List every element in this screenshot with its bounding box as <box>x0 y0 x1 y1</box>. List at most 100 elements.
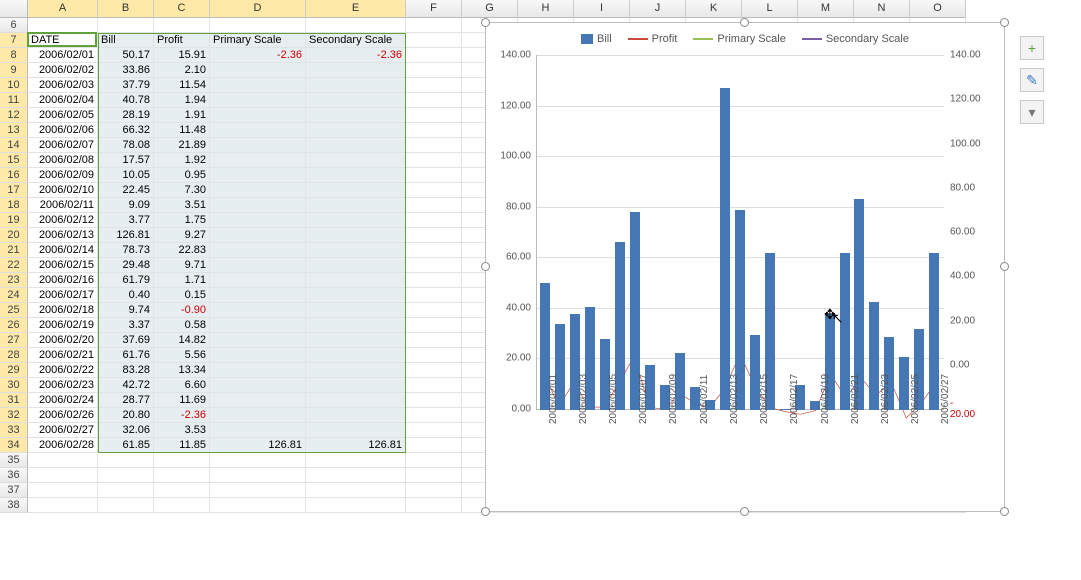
cell[interactable]: 33.86 <box>98 63 154 78</box>
cell[interactable]: DATE <box>28 33 98 48</box>
cell[interactable] <box>98 498 154 513</box>
cell[interactable]: 2006/02/08 <box>28 153 98 168</box>
cell[interactable] <box>406 198 462 213</box>
cell[interactable]: 2006/02/16 <box>28 273 98 288</box>
cell[interactable]: 2006/02/24 <box>28 393 98 408</box>
cell[interactable] <box>210 453 306 468</box>
cell[interactable] <box>306 393 406 408</box>
cell[interactable] <box>306 228 406 243</box>
column-header[interactable]: L <box>742 0 798 18</box>
cell[interactable] <box>306 213 406 228</box>
cell[interactable]: 61.85 <box>98 438 154 453</box>
cell[interactable] <box>306 348 406 363</box>
cell[interactable]: 2006/02/15 <box>28 258 98 273</box>
cell[interactable] <box>406 258 462 273</box>
cell[interactable]: 0.40 <box>98 288 154 303</box>
cell[interactable]: 78.73 <box>98 243 154 258</box>
cell[interactable]: 40.78 <box>98 93 154 108</box>
cell[interactable]: 29.48 <box>98 258 154 273</box>
legend-item[interactable]: Primary Scale <box>693 33 785 45</box>
cell[interactable] <box>210 333 306 348</box>
cell[interactable] <box>406 348 462 363</box>
row-header[interactable]: 12 <box>0 108 28 123</box>
column-header[interactable]: O <box>910 0 966 18</box>
cell[interactable] <box>406 48 462 63</box>
plus-icon[interactable]: + <box>1020 36 1044 60</box>
cell[interactable] <box>406 123 462 138</box>
row-header[interactable]: 11 <box>0 93 28 108</box>
cell[interactable] <box>406 318 462 333</box>
filter-icon[interactable]: ▾ <box>1020 100 1044 124</box>
cell[interactable]: 2006/02/21 <box>28 348 98 363</box>
cell[interactable]: 3.77 <box>98 213 154 228</box>
cell[interactable]: 2006/02/17 <box>28 288 98 303</box>
cell[interactable]: 22.83 <box>154 243 210 258</box>
cell[interactable]: Secondary Scale <box>306 33 406 48</box>
resize-handle[interactable] <box>481 262 490 271</box>
cell[interactable] <box>406 273 462 288</box>
cell[interactable] <box>406 468 462 483</box>
cell[interactable] <box>406 78 462 93</box>
row-header[interactable]: 22 <box>0 258 28 273</box>
cell[interactable]: 2006/02/02 <box>28 63 98 78</box>
cell[interactable] <box>406 33 462 48</box>
cell[interactable]: 2006/02/13 <box>28 228 98 243</box>
cell[interactable]: 6.60 <box>154 378 210 393</box>
cell[interactable]: 2006/02/22 <box>28 363 98 378</box>
cell[interactable]: 83.28 <box>98 363 154 378</box>
column-header[interactable]: D <box>210 0 306 18</box>
row-header[interactable]: 36 <box>0 468 28 483</box>
cell[interactable]: 1.92 <box>154 153 210 168</box>
cell[interactable]: Profit <box>154 33 210 48</box>
cell[interactable] <box>154 483 210 498</box>
resize-handle[interactable] <box>1000 18 1009 27</box>
cell[interactable] <box>406 363 462 378</box>
cell[interactable] <box>406 153 462 168</box>
cell[interactable]: 15.91 <box>154 48 210 63</box>
cell[interactable] <box>306 453 406 468</box>
row-header[interactable]: 37 <box>0 483 28 498</box>
cell[interactable]: 17.57 <box>98 153 154 168</box>
cell[interactable]: 28.77 <box>98 393 154 408</box>
cell[interactable] <box>28 18 98 33</box>
cell[interactable] <box>210 123 306 138</box>
cell[interactable] <box>154 18 210 33</box>
cell[interactable] <box>406 378 462 393</box>
cell[interactable]: 0.15 <box>154 288 210 303</box>
resize-handle[interactable] <box>740 18 749 27</box>
cell[interactable] <box>406 393 462 408</box>
cell[interactable] <box>306 318 406 333</box>
row-header[interactable]: 15 <box>0 153 28 168</box>
cell[interactable] <box>406 453 462 468</box>
cell[interactable] <box>306 303 406 318</box>
cell[interactable] <box>154 453 210 468</box>
cell[interactable]: 2006/02/19 <box>28 318 98 333</box>
row-header[interactable]: 13 <box>0 123 28 138</box>
cell[interactable]: 2006/02/07 <box>28 138 98 153</box>
cell[interactable] <box>306 273 406 288</box>
cell[interactable]: 2006/02/26 <box>28 408 98 423</box>
cell[interactable] <box>406 303 462 318</box>
resize-handle[interactable] <box>481 18 490 27</box>
cell[interactable]: 11.54 <box>154 78 210 93</box>
cell[interactable]: -2.36 <box>154 408 210 423</box>
row-header[interactable]: 31 <box>0 393 28 408</box>
cell[interactable]: 13.34 <box>154 363 210 378</box>
row-header[interactable]: 8 <box>0 48 28 63</box>
cell[interactable] <box>210 468 306 483</box>
cell[interactable] <box>306 363 406 378</box>
cell[interactable]: 37.79 <box>98 78 154 93</box>
cell[interactable]: 78.08 <box>98 138 154 153</box>
cell[interactable] <box>406 213 462 228</box>
legend-item[interactable]: Secondary Scale <box>802 33 909 45</box>
cell[interactable] <box>406 483 462 498</box>
cell[interactable] <box>306 93 406 108</box>
cell[interactable]: 5.56 <box>154 348 210 363</box>
cell[interactable] <box>306 78 406 93</box>
cell[interactable] <box>154 468 210 483</box>
cell[interactable] <box>210 18 306 33</box>
legend-item[interactable]: Bill <box>581 33 612 45</box>
row-header[interactable]: 10 <box>0 78 28 93</box>
cell[interactable]: 2006/02/23 <box>28 378 98 393</box>
row-header[interactable]: 34 <box>0 438 28 453</box>
